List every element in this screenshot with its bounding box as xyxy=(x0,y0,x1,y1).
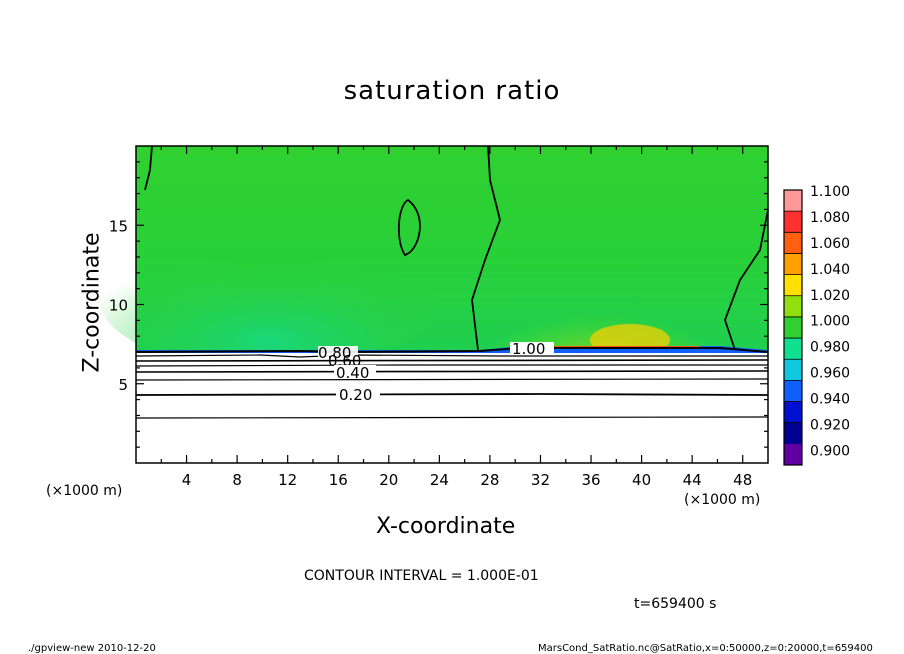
x-tick-label: 40 xyxy=(632,471,651,489)
x-tick-label: 28 xyxy=(480,471,499,489)
contour-1-00 xyxy=(144,145,769,351)
contour-label-2: 0.80 xyxy=(318,344,351,362)
x-tick-label: 20 xyxy=(379,471,398,489)
colorbar-label: 0.980 xyxy=(810,340,850,356)
y-tick-label: 10 xyxy=(109,297,128,315)
contour-label-5: 0.20 xyxy=(339,386,372,404)
x-tick-label: 36 xyxy=(581,471,600,489)
colorbar-segment xyxy=(784,359,802,381)
colorbar-segment xyxy=(784,443,802,466)
y-axis-label: Z-coordinate xyxy=(79,232,105,373)
time-text: t=659400 s xyxy=(634,596,717,612)
x-tick-label: 12 xyxy=(278,471,297,489)
x-tick-label: 4 xyxy=(182,471,192,489)
x-tick-label: 32 xyxy=(531,471,550,489)
contour-labels: 1.00 0.80 0.60 0.40 0.20 xyxy=(318,340,554,404)
x-unit-right: (×1000 m) xyxy=(684,492,761,508)
colorbar-segment xyxy=(784,316,802,339)
x-tick-label: 24 xyxy=(430,471,449,489)
y-tick-label: 5 xyxy=(118,376,128,394)
colorbar-label: 0.960 xyxy=(810,366,850,382)
x-unit-left: (×1000 m) xyxy=(46,483,123,499)
colorbar-segment xyxy=(784,274,802,297)
x-ticks xyxy=(160,146,744,463)
x-tick-label: 48 xyxy=(733,471,752,489)
footer-right: MarsCond_SatRatio.nc@SatRatio,x=0:50000,… xyxy=(538,643,873,654)
colorbar-label: 1.080 xyxy=(810,210,850,226)
contour-label-1: 1.00 xyxy=(512,340,545,358)
colorbar-segment xyxy=(784,190,802,212)
colorbar-label: 0.920 xyxy=(810,417,850,433)
colorbar-label: 0.900 xyxy=(810,443,850,459)
x-tick-label: 8 xyxy=(232,471,242,489)
colorbar-segment xyxy=(784,401,802,424)
colorbar-segment xyxy=(784,253,802,276)
colorbar: 1.100 1.080 1.060 1.040 1.020 1.000 0.980 0.960… xyxy=(783,184,850,466)
saturation-field xyxy=(100,146,768,463)
chart-title: saturation ratio xyxy=(343,76,561,106)
y-tick-label: 15 xyxy=(109,217,128,235)
colorbar-label: 1.040 xyxy=(810,262,850,278)
y-tick-labels: 5 10 15 xyxy=(109,217,128,394)
contour-interval-text: CONTOUR INTERVAL = 1.000E-01 xyxy=(304,568,539,584)
colorbar-segment xyxy=(784,232,802,254)
colorbar-label: 1.000 xyxy=(810,314,850,330)
contour-label-4: 0.40 xyxy=(336,364,369,382)
x-axis-label: X-coordinate xyxy=(376,514,516,539)
colorbar-frame xyxy=(783,189,803,466)
colorbar-segment xyxy=(784,211,802,233)
colorbar-segment xyxy=(784,295,802,318)
colorbar-segment xyxy=(784,380,802,403)
footer-left: ./gpview-new 2010-12-20 xyxy=(28,643,156,654)
colorbar-label: 1.060 xyxy=(810,236,850,252)
x-tick-label: 44 xyxy=(683,471,702,489)
x-tick-labels: 4 8 12 16 20 24 28 32 36 40 44 48 xyxy=(182,471,752,489)
y-ticks xyxy=(136,161,768,448)
colorbar-label: 1.100 xyxy=(810,184,850,200)
colorbar-label: 0.940 xyxy=(810,392,850,408)
colorbar-label: 1.020 xyxy=(810,288,850,304)
x-tick-label: 16 xyxy=(329,471,348,489)
colorbar-segment xyxy=(784,422,802,445)
colorbar-segment xyxy=(784,338,802,360)
